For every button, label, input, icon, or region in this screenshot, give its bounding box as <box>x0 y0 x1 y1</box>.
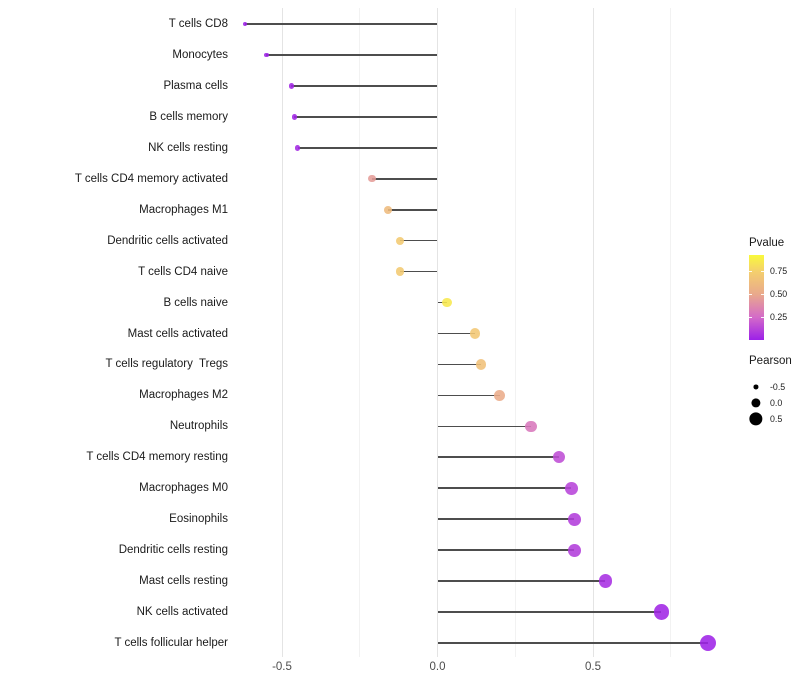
category-label: T cells follicular helper <box>114 637 228 649</box>
category-label: Mast cells activated <box>127 327 228 340</box>
lollipop-segment <box>400 270 438 273</box>
lollipop-dot <box>442 297 452 308</box>
lollipop-dot <box>396 267 405 276</box>
lollipop-dot <box>294 145 301 151</box>
lollipop-dot <box>288 83 294 89</box>
lollipop-dot <box>368 175 376 183</box>
lollipop-dot <box>469 328 480 339</box>
lollipop-segment <box>437 332 475 335</box>
pearson-legend: Pearson -0.5 0.0 0.5 <box>749 355 800 445</box>
gridline-minor <box>359 8 361 657</box>
category-label: Macrophages M1 <box>139 203 228 216</box>
category-label: T cells CD4 memory activated <box>74 172 228 185</box>
pearson-legend-row: 0.0 <box>749 395 800 411</box>
lollipop-segment <box>437 394 500 397</box>
pvalue-tick-label: 0.75 <box>770 266 788 276</box>
category-label: B cells memory <box>149 110 228 123</box>
lollipop-segment <box>437 363 482 366</box>
pvalue-legend: Pvalue 0.75 0.50 0.25 <box>749 237 800 349</box>
pvalue-colorbar <box>749 255 764 340</box>
lollipop-segment <box>437 456 559 459</box>
category-label: Plasma cells <box>163 79 228 92</box>
category-label: Macrophages M0 <box>139 482 228 495</box>
gridline-major <box>281 8 283 657</box>
lollipop-segment <box>266 54 438 56</box>
category-label: Eosinophils <box>169 513 228 526</box>
category-label: Macrophages M2 <box>139 389 228 402</box>
lollipop-segment <box>437 549 575 551</box>
category-label: NK cells activated <box>136 606 228 619</box>
gridline-major <box>437 8 438 657</box>
lollipop-segment <box>437 425 531 428</box>
lollipop-segment <box>437 642 709 644</box>
lollipop-segment <box>291 85 438 87</box>
category-label: Dendritic cells activated <box>107 234 228 247</box>
x-tick-label: 0.0 <box>429 661 446 673</box>
pearson-legend-dot <box>751 398 761 408</box>
gridline-major <box>592 8 594 657</box>
category-label: T cells CD8 <box>168 18 228 30</box>
pvalue-tick-label: 0.50 <box>770 289 788 299</box>
lollipop-segment <box>437 487 572 490</box>
pearson-tick-label: -0.5 <box>770 381 786 392</box>
category-label: T cells CD4 naive <box>138 265 228 278</box>
pearson-legend-dot <box>753 384 759 390</box>
colorbar-tick-mark <box>749 271 752 273</box>
category-label: T cells CD4 memory resting <box>86 451 228 464</box>
colorbar-tick-mark <box>761 271 764 273</box>
colorbar-tick-mark <box>761 294 764 296</box>
lollipop-dot <box>552 451 565 464</box>
gridline-minor <box>514 8 516 657</box>
category-label: Monocytes <box>172 48 228 61</box>
lollipop-dot <box>475 359 487 370</box>
pvalue-legend-title: Pvalue <box>749 237 785 249</box>
pearson-tick-label: 0.0 <box>770 397 783 408</box>
lollipop-dot <box>383 205 392 214</box>
pearson-legend-title: Pearson <box>749 355 792 367</box>
lollipop-dot <box>396 236 405 245</box>
lollipop-dot <box>242 21 247 27</box>
colorbar-tick-mark <box>749 317 752 319</box>
lollipop-dot <box>291 114 298 120</box>
lollipop-segment <box>400 239 438 242</box>
lollipop-segment <box>294 116 438 118</box>
lollipop-dot <box>598 574 613 588</box>
category-label: Dendritic cells resting <box>118 544 228 557</box>
lollipop-dot <box>494 389 506 401</box>
lollipop-dot <box>567 512 581 526</box>
lollipop-segment <box>387 208 438 211</box>
category-label: Mast cells resting <box>139 575 228 588</box>
colorbar-tick-mark <box>749 294 752 296</box>
lollipop-dot <box>567 543 581 557</box>
lollipop-dot <box>264 52 269 58</box>
category-label: B cells naive <box>163 296 228 309</box>
x-tick-label: 0.5 <box>585 661 601 673</box>
gridline-minor <box>670 8 672 657</box>
pearson-legend-row: -0.5 <box>749 379 800 395</box>
pearson-legend-row: 0.5 <box>749 411 800 427</box>
lollipop-segment <box>297 146 438 149</box>
lollipop-dot <box>699 634 717 652</box>
category-label: NK cells resting <box>148 141 228 154</box>
category-label: T cells regulatory Tregs <box>105 358 228 371</box>
lollipop-segment <box>372 177 438 180</box>
pvalue-tick-label: 0.25 <box>770 312 788 322</box>
lollipop-segment <box>244 23 438 25</box>
colorbar-tick-mark <box>761 317 764 319</box>
category-label: Neutrophils <box>169 420 228 433</box>
x-tick-label: -0.5 <box>272 661 292 673</box>
lollipop-dot <box>653 604 669 620</box>
lollipop-segment <box>437 518 575 521</box>
pearson-legend-dot <box>749 412 763 426</box>
lollipop-dot <box>524 420 537 433</box>
lollipop-segment <box>437 580 606 582</box>
lollipop-segment <box>437 611 662 613</box>
lollipop-dot <box>564 481 578 495</box>
pearson-tick-label: 0.5 <box>770 413 783 424</box>
